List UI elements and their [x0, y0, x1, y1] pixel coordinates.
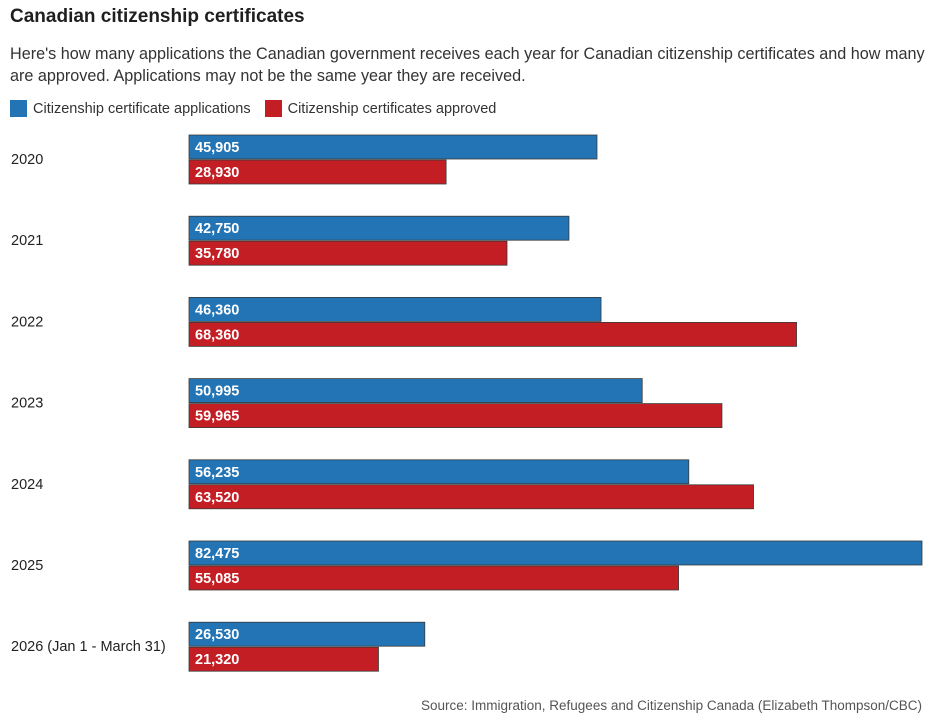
- data-label-approved: 28,930: [195, 165, 239, 181]
- legend-item-applications: Citizenship certificate applications: [10, 100, 251, 117]
- bar-approved: [188, 403, 723, 429]
- data-label-applications: 50,995: [195, 384, 239, 400]
- data-label-approved: 55,085: [195, 571, 239, 587]
- bar-applications: [188, 378, 643, 404]
- bar-applications: [188, 296, 602, 322]
- bar-chart: 2020 45,905 28,930 2021 42,750 35,780 2022 46,3…: [11, 134, 923, 672]
- data-label-approved: 68,360: [195, 327, 239, 343]
- data-label-applications: 46,360: [195, 302, 239, 318]
- chart-subtitle: Here's how many applications the Canadia…: [10, 45, 925, 85]
- category-label: 2026 (Jan 1 - March 31): [11, 639, 166, 655]
- bar-approved: [188, 565, 679, 591]
- bar-applications: [188, 621, 426, 647]
- data-label-approved: 59,965: [195, 409, 239, 425]
- category-label: 2023: [11, 396, 43, 412]
- category-label: 2025: [11, 558, 43, 574]
- data-label-applications: 45,905: [195, 140, 239, 156]
- legend-item-approved: Citizenship certificates approved: [264, 100, 497, 117]
- data-label-approved: 35,780: [195, 246, 239, 262]
- data-label-applications: 82,475: [195, 546, 239, 562]
- bar-approved: [188, 240, 508, 266]
- chart-title: Canadian citizenship certificates: [10, 6, 305, 27]
- bar-applications: [188, 134, 598, 160]
- data-label-approved: 63,520: [195, 490, 239, 506]
- legend-label-approved: Citizenship certificates approved: [287, 100, 497, 117]
- legend-swatch-approved: [264, 100, 282, 117]
- category-label: 2024: [11, 477, 43, 493]
- bar-applications: [188, 215, 570, 241]
- bar-approved: [188, 159, 447, 185]
- bar-approved: [188, 484, 754, 510]
- source-note: Source: Immigration, Refugees and Citize…: [420, 698, 922, 713]
- category-label: 2022: [11, 314, 43, 330]
- data-label-applications: 56,235: [195, 465, 239, 481]
- data-label-applications: 26,530: [195, 627, 239, 643]
- bar-applications: [188, 540, 923, 566]
- legend-label-applications: Citizenship certificate applications: [33, 100, 251, 117]
- bar-approved: [188, 321, 797, 347]
- bar-applications: [188, 459, 690, 485]
- bar-approved: [188, 646, 379, 672]
- data-label-applications: 42,750: [195, 221, 239, 237]
- category-label: 2021: [11, 233, 43, 249]
- data-label-approved: 21,320: [195, 652, 239, 668]
- legend: Citizenship certificate applications Cit…: [10, 100, 510, 117]
- legend-swatch-applications: [10, 100, 27, 117]
- category-label: 2020: [11, 152, 43, 168]
